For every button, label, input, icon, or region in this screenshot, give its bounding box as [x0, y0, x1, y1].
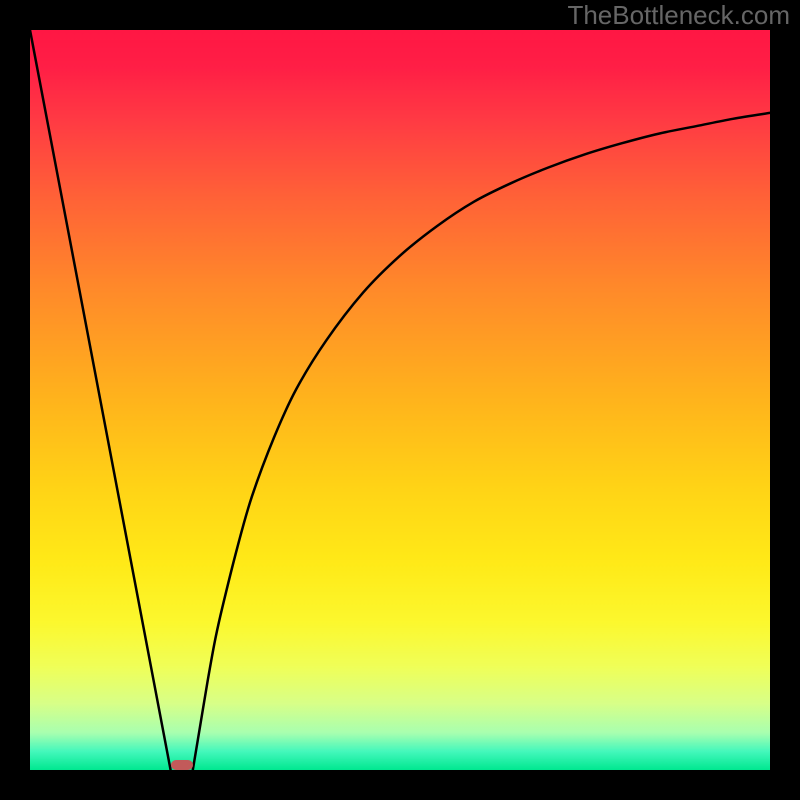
gradient-background	[30, 30, 770, 770]
plot-area	[30, 30, 770, 770]
chart-container: TheBottleneck.com	[0, 0, 800, 800]
optimal-range-marker	[171, 760, 193, 770]
attribution-text: TheBottleneck.com	[567, 0, 790, 31]
